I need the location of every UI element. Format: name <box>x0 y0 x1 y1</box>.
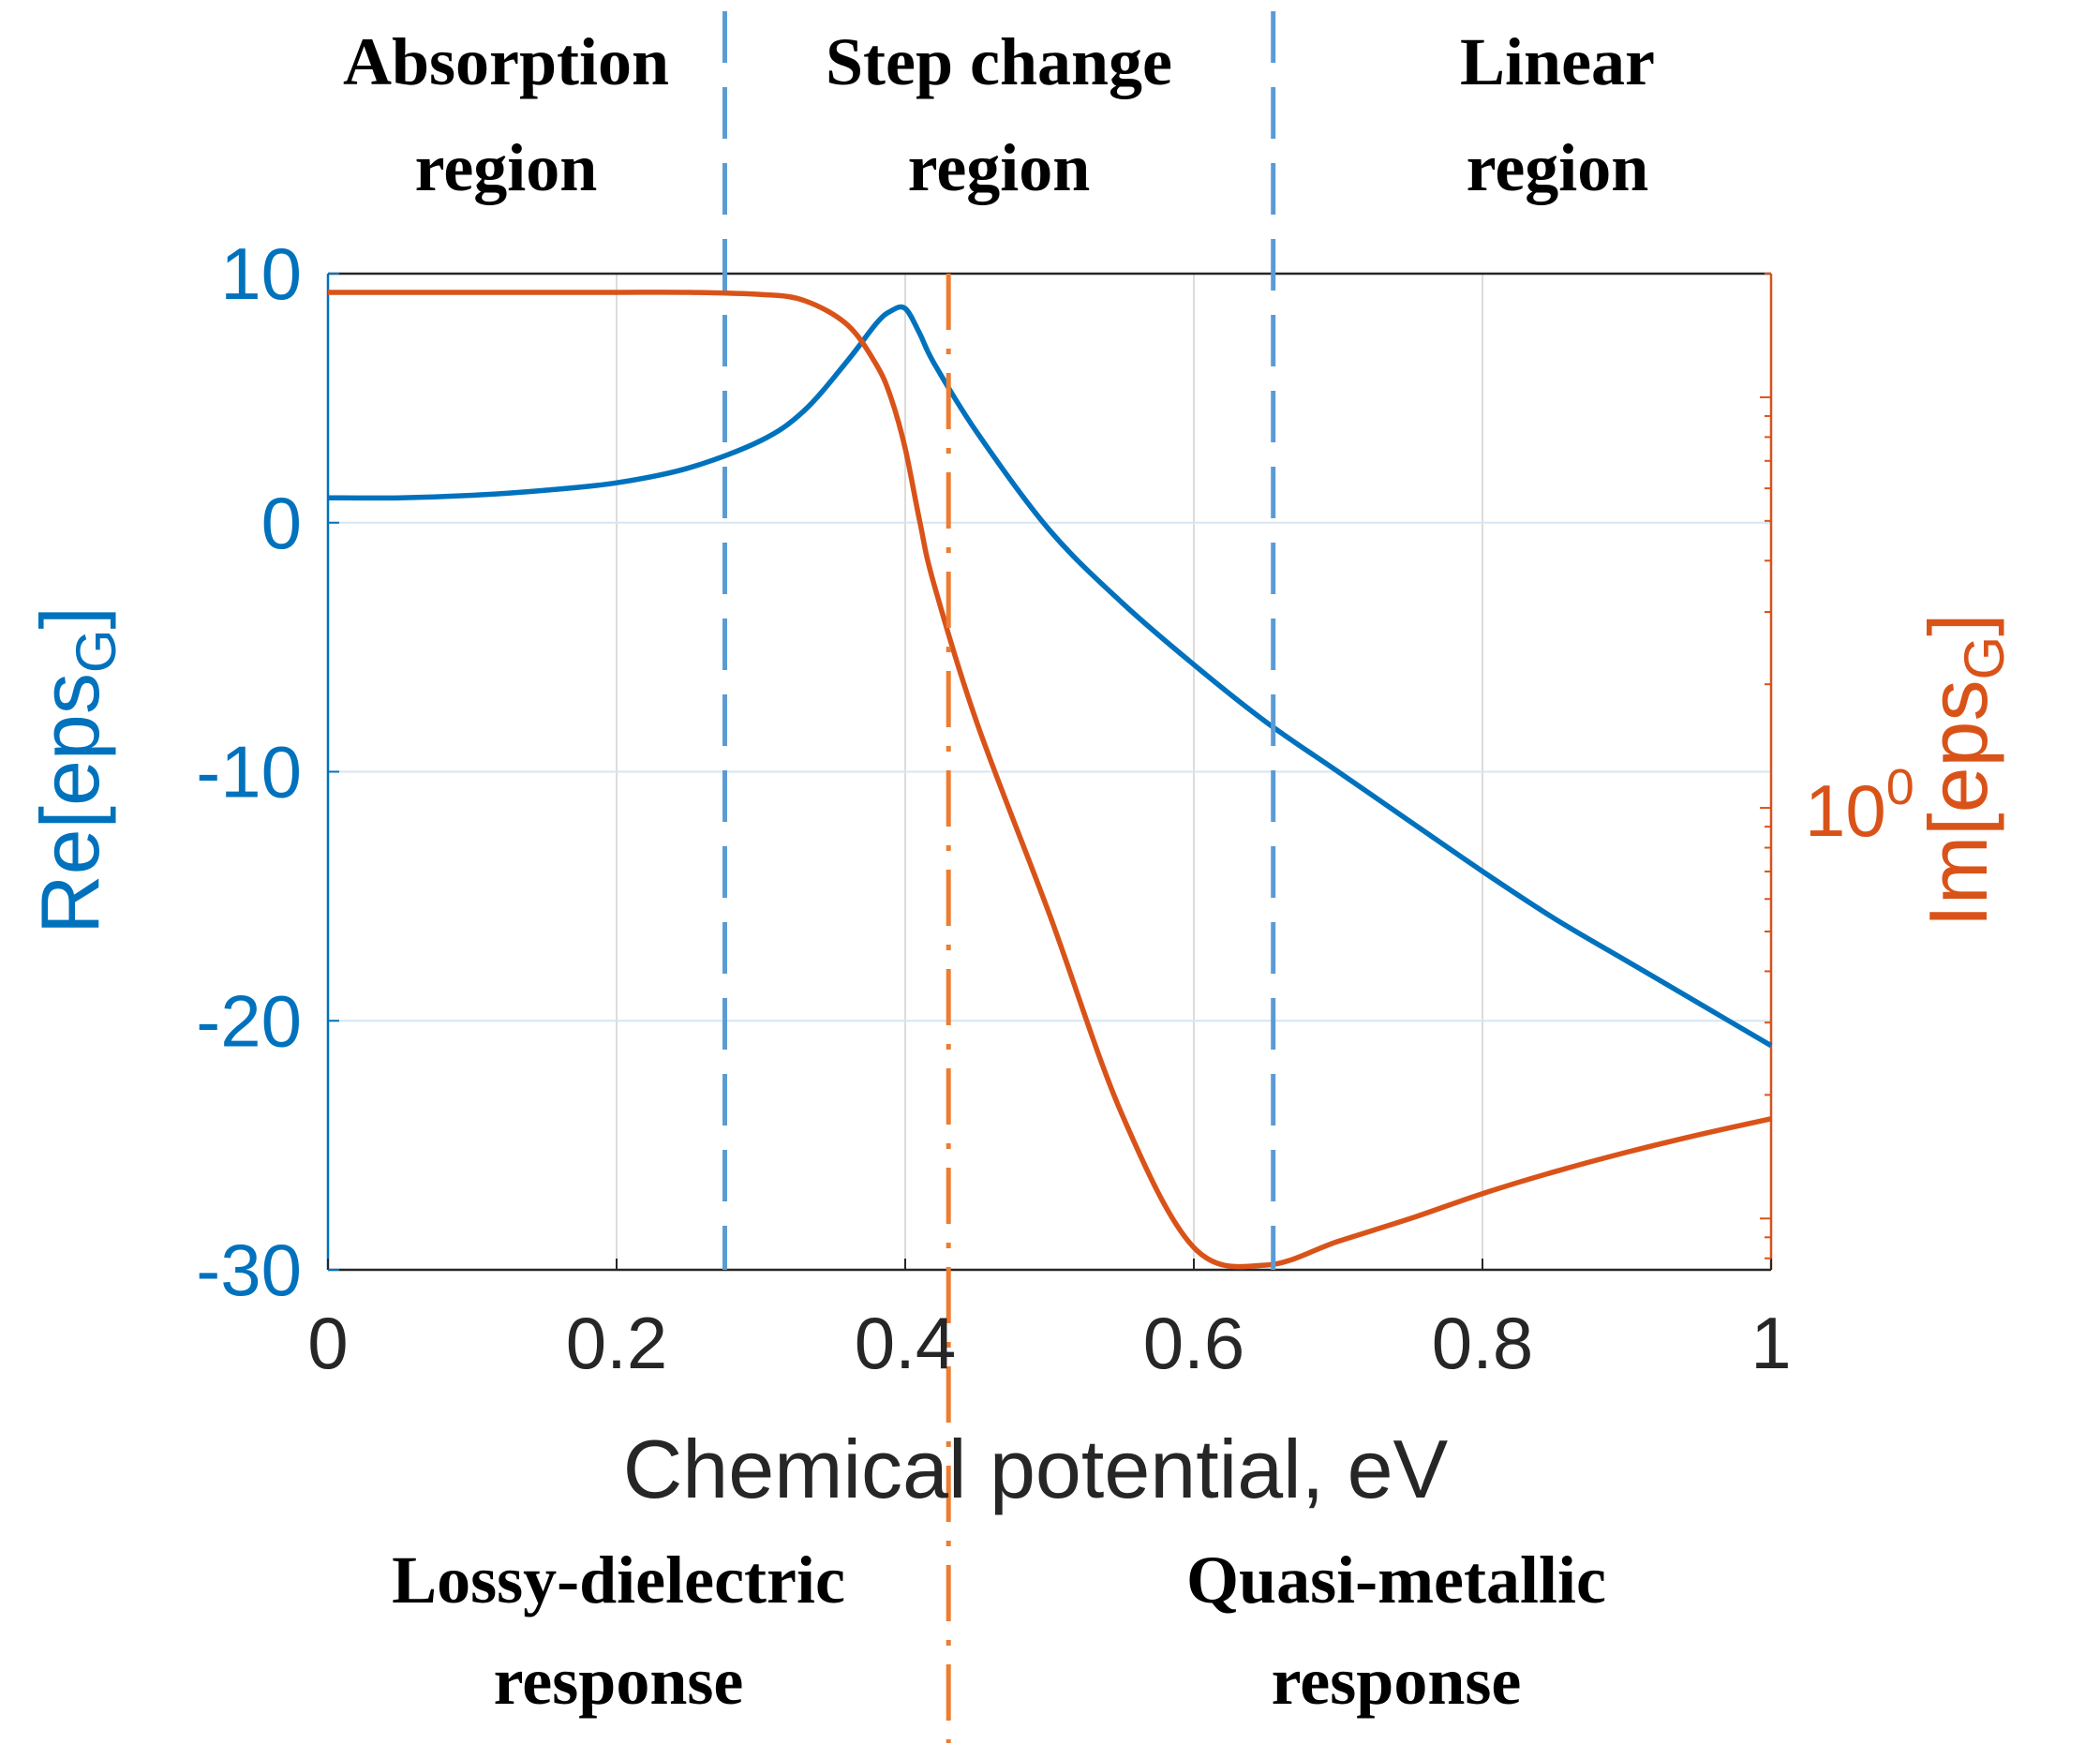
y-left-title-close: ] <box>23 606 116 629</box>
x-tick-label-5: 1 <box>1750 1302 1791 1384</box>
x-tick-label-4: 0.8 <box>1432 1302 1533 1384</box>
x-axis-title: Chemical potential, eV <box>623 1423 1449 1515</box>
y-left-tick-label-4: -30 <box>196 1229 302 1311</box>
y-right-title-sub: G <box>1953 636 2016 680</box>
y-left-tick-label-1: 0 <box>261 482 302 564</box>
annotation-quasi-line2: response <box>1272 1644 1522 1719</box>
annotation-quasi-line1: Quasi-metallic <box>1186 1543 1606 1617</box>
y-left-tick-label-3: -20 <box>196 979 302 1062</box>
y-left-title-main: Re[eps <box>23 673 116 934</box>
y-left-tick-label-2: -10 <box>196 731 302 813</box>
x-tick-label-2: 0.4 <box>855 1302 956 1384</box>
annotation-step-change-line1: Step change <box>826 24 1172 99</box>
y-left-title-sub: G <box>65 629 127 673</box>
y-axis-right-title: Im[epsG] <box>1912 613 2016 927</box>
series-line-im-eps <box>327 290 1772 1270</box>
annotation-step-change-line2: region <box>908 130 1091 205</box>
annotation-linear-line1: Linear <box>1460 24 1655 99</box>
x-tick-label-3: 0.6 <box>1143 1302 1244 1384</box>
annotation-lossy-line1: Lossy-dielectric <box>392 1543 845 1617</box>
y-right-title-main: Im[eps <box>1912 680 2004 928</box>
annotation-lossy-line2: response <box>494 1644 744 1719</box>
region-dividers <box>722 11 1276 1743</box>
annotation-absorption-line2: region <box>415 130 598 205</box>
y-axis-left-title: Re[epsG] <box>23 606 127 934</box>
x-tick-label-1: 0.2 <box>566 1302 667 1384</box>
axes-frame <box>326 272 1773 1272</box>
annotation-linear-line2: region <box>1467 130 1649 205</box>
y-right-tick-label-0: 100 <box>1805 759 1914 852</box>
y-right-title-close: ] <box>1912 613 2004 635</box>
x-tick-label-0: 0 <box>307 1302 348 1384</box>
y-left-tick-label-0: 10 <box>220 232 302 315</box>
annotation-absorption-line1: Absorption <box>343 24 669 99</box>
